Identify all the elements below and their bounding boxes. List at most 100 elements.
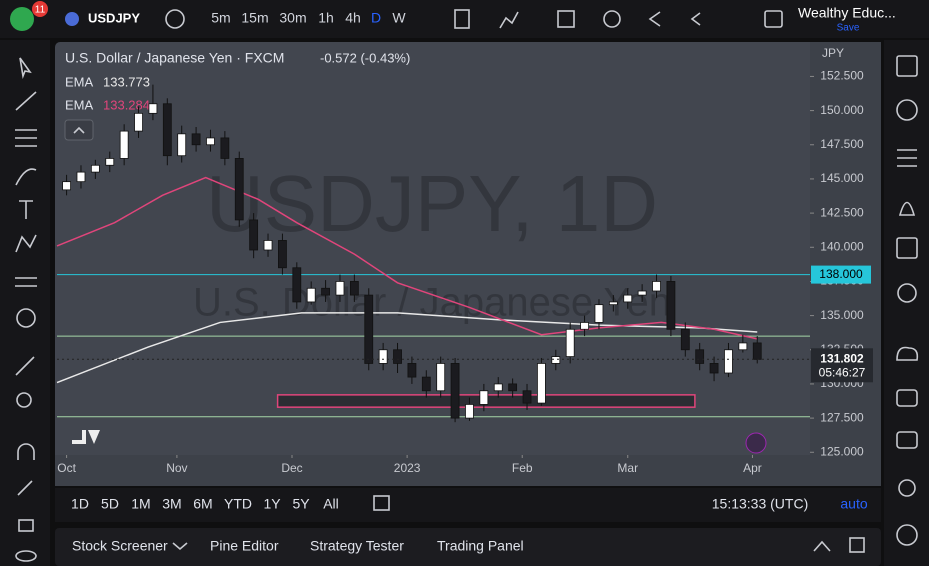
range-button[interactable]: 6M	[193, 496, 212, 512]
candle-body	[623, 294, 633, 303]
layouts[interactable]	[557, 10, 575, 28]
x-tick-label: Dec	[281, 461, 302, 475]
candle-body	[162, 103, 172, 157]
candle-body	[436, 363, 446, 392]
candle-body	[709, 363, 719, 374]
y-tick-label: 147.500	[820, 137, 864, 151]
candle-body	[206, 137, 215, 146]
logo[interactable]	[10, 7, 34, 31]
ema-line	[56, 176, 758, 340]
flag	[65, 12, 79, 26]
undo[interactable]	[690, 12, 701, 26]
fullscreen[interactable]	[764, 10, 783, 28]
range-button[interactable]: YTD	[224, 496, 252, 512]
x-tick-label: 2023	[394, 461, 421, 475]
candle-body	[393, 349, 402, 364]
candle-body	[62, 181, 71, 191]
candle-body	[407, 363, 417, 378]
candle-body	[608, 301, 618, 306]
time-axis	[55, 455, 810, 486]
candle-body	[580, 322, 589, 330]
replay[interactable]	[648, 11, 661, 27]
interval[interactable]: 5m	[211, 10, 230, 26]
interval[interactable]: W	[392, 10, 406, 26]
range-button[interactable]: 1M	[131, 496, 150, 512]
news-icon[interactable]	[745, 432, 767, 454]
panel-collapse[interactable]	[813, 540, 831, 552]
chart-type[interactable]	[454, 9, 470, 29]
x-tick-label: Apr	[743, 461, 762, 475]
range-bar	[55, 488, 881, 522]
range-button[interactable]: 3M	[162, 496, 181, 512]
ema-value: 133.773	[103, 74, 150, 89]
x-tick-label: Oct	[57, 461, 76, 475]
price-axis	[810, 42, 881, 486]
price-label-box	[811, 265, 871, 284]
clock: 15:13:33 (UTC)	[712, 496, 808, 512]
candle-body	[234, 158, 244, 221]
candle-body	[90, 164, 100, 173]
candle-body	[148, 103, 158, 114]
add-symbol[interactable]	[165, 9, 185, 29]
panel-tab[interactable]: Pine Editor	[210, 538, 279, 554]
bottom-panel	[55, 528, 881, 566]
candle-body	[537, 363, 546, 404]
panel-tab[interactable]: Trading Panel	[437, 538, 524, 554]
candle-body	[680, 328, 690, 351]
candle-body	[378, 349, 388, 364]
indicators[interactable]	[499, 11, 519, 29]
auto-scale[interactable]: auto	[840, 496, 867, 512]
date-range-icon[interactable]	[373, 495, 390, 511]
panel-tab[interactable]: Strategy Tester	[310, 538, 404, 554]
x-tick-label: Mar	[617, 461, 638, 475]
x-tick-label: Nov	[166, 461, 187, 475]
candle-body	[465, 404, 474, 419]
interval[interactable]: D	[371, 10, 381, 26]
candle-body	[263, 240, 273, 251]
candle-body	[306, 287, 316, 303]
interval[interactable]: 4h	[345, 10, 361, 26]
y-tick-label: 145.000	[820, 171, 864, 185]
interval[interactable]: 30m	[279, 10, 306, 26]
legend-title: U.S. Dollar / Japanese Yen · FXCM	[65, 50, 284, 66]
range-button[interactable]: 1D	[71, 496, 89, 512]
y-tick-label: 135.000	[820, 308, 864, 322]
candle-body	[565, 328, 575, 357]
range-button[interactable]: 1Y	[263, 496, 281, 512]
x-tick-label: Feb	[512, 461, 533, 475]
candle-body	[652, 281, 661, 292]
range-button[interactable]: All	[323, 496, 339, 512]
right-toolbar	[884, 40, 929, 566]
account[interactable]: Wealthy Educ...	[798, 5, 896, 21]
candle-body	[666, 281, 676, 330]
candle-body	[752, 342, 762, 360]
range-button[interactable]: 5D	[101, 496, 119, 512]
watermark-symbol: USDJPY, 1D	[206, 159, 658, 248]
candle-body	[76, 171, 86, 183]
legend-change: -0.572 (-0.43%)	[320, 50, 410, 65]
save[interactable]: Save	[837, 23, 860, 34]
currency: JPY	[822, 46, 844, 60]
badge-count: 11	[35, 5, 46, 16]
interval[interactable]: 15m	[241, 10, 268, 26]
collapse-arrow	[73, 126, 85, 134]
price-label: 138.000	[819, 267, 863, 281]
collapse-legend[interactable]	[64, 119, 94, 141]
symbol[interactable]: USDJPY	[88, 10, 140, 25]
candle-body	[479, 390, 489, 405]
panel-tab[interactable]: Stock Screener	[72, 538, 168, 554]
chart-panel	[55, 42, 881, 486]
candle-body	[105, 158, 115, 166]
y-tick-label: 140.000	[820, 239, 864, 253]
candle-body	[522, 390, 532, 404]
panel-maximize[interactable]	[849, 537, 865, 553]
candle-body	[421, 376, 431, 392]
interval[interactable]: 1h	[318, 10, 334, 26]
screener-dropdown[interactable]	[172, 542, 188, 551]
alert[interactable]	[603, 10, 621, 28]
range-button[interactable]: 5Y	[292, 496, 310, 512]
candle-body	[724, 349, 733, 374]
widget-icons[interactable]	[896, 55, 919, 546]
drawing-tools[interactable]	[15, 57, 37, 562]
